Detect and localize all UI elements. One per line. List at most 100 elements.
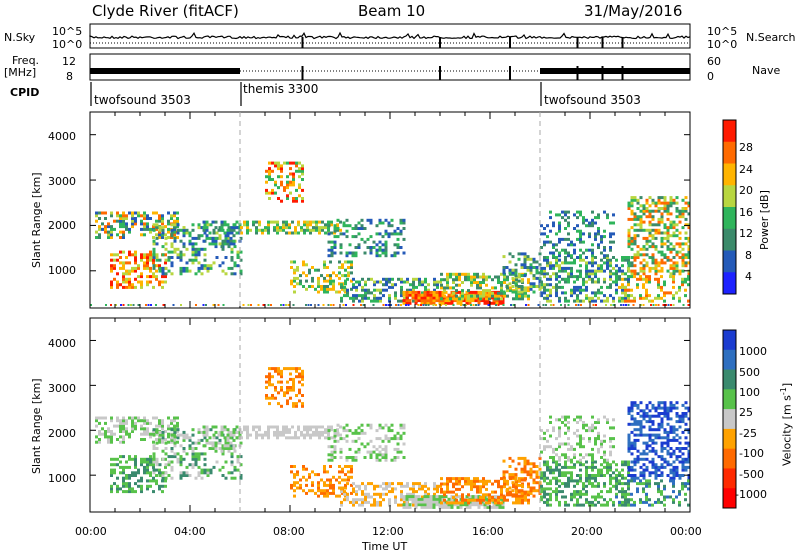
power-cell [675,264,679,268]
velocity-cell [535,475,539,479]
velocity-cell [267,436,270,440]
power-cell [140,219,143,223]
power-cell [678,250,682,254]
velocity-cell [591,460,594,464]
velocity-cell [155,460,159,464]
power-cell [252,223,255,227]
velocity-cell [489,505,493,509]
power-cell [672,245,676,249]
velocity-cell [364,484,367,488]
power-cell [220,220,224,224]
velocity-cell [552,471,555,475]
velocity-cell [687,428,691,432]
velocity-cell [399,437,403,441]
power-cell [609,277,612,281]
power-cell [140,275,143,279]
velocity-cell [624,463,627,467]
velocity-cell [98,421,101,425]
power-cell [594,294,597,298]
power-cell [502,290,506,294]
velocity-cell [549,415,552,419]
power-cell [651,253,655,257]
power-cell [609,264,612,268]
power-cell [116,258,119,262]
velocity-cell [585,479,588,483]
velocity-cell [125,427,128,431]
power-cell [585,288,588,292]
power-cell [146,261,149,265]
power-cell [468,290,472,294]
power-cell [279,226,282,230]
power-cell [660,245,664,249]
velocity-cell [104,435,107,439]
velocity-cell [312,430,315,434]
velocity-cell [461,496,464,499]
power-cell [606,266,609,270]
power-cell [446,272,449,276]
velocity-cell [433,482,436,486]
velocity-cell [473,485,476,489]
velocity-cell [440,482,443,486]
power-cell [342,224,346,228]
velocity-cell [122,419,125,423]
velocity-cell [642,457,646,461]
power-cell [194,253,198,257]
velocity-cell [364,487,367,491]
power-cell [375,248,379,252]
power-cell [636,285,639,289]
power-cell [347,271,350,275]
velocity-cell [470,479,473,483]
power-cell [573,288,576,292]
power-cell [538,287,542,291]
velocity-cell [161,433,165,437]
velocity-cell [140,438,143,441]
power-cell [167,211,170,215]
power-cell [402,251,406,255]
power-cell [579,248,582,252]
velocity-cell [158,421,161,425]
power-cell [426,301,430,305]
velocity-cell [341,478,344,482]
velocity-cell [412,503,415,507]
power-cell [379,296,382,300]
power-cell [298,161,301,165]
power-cell [433,288,436,292]
velocity-cell [609,487,612,491]
power-cell [397,277,400,281]
power-cell [558,285,561,289]
velocity-cell [388,484,391,488]
velocity-cell [654,441,658,445]
power-cell [128,272,131,276]
power-cell [546,256,549,259]
power-cell [612,296,615,300]
power-cell [143,253,146,257]
velocity-cell [230,460,234,464]
power-cell [122,261,125,265]
power-cell [435,304,437,306]
power-cell [561,237,564,241]
power-cell [268,175,271,179]
velocity-cell [600,442,603,446]
velocity-cell [600,439,603,443]
power-cell [495,301,499,305]
power-cell [167,222,170,226]
power-cell [390,304,392,306]
power-cell [582,232,585,236]
velocity-cell [527,490,530,494]
strips-layer [89,23,691,106]
power-cell [642,228,646,232]
velocity-cell [594,498,597,502]
power-cell [497,297,500,301]
velocity-cell [282,425,285,429]
power-cell [527,278,530,282]
power-cell [645,198,649,202]
velocity-cell [107,438,110,441]
velocity-cell [176,416,179,420]
power-cell [330,240,334,244]
velocity-cell [279,433,282,437]
vel-cbar-tick-100: 100 [739,386,760,399]
power-cell [483,299,487,303]
velocity-cell [146,421,149,425]
velocity-cell [338,475,341,479]
power-cell [333,224,337,228]
